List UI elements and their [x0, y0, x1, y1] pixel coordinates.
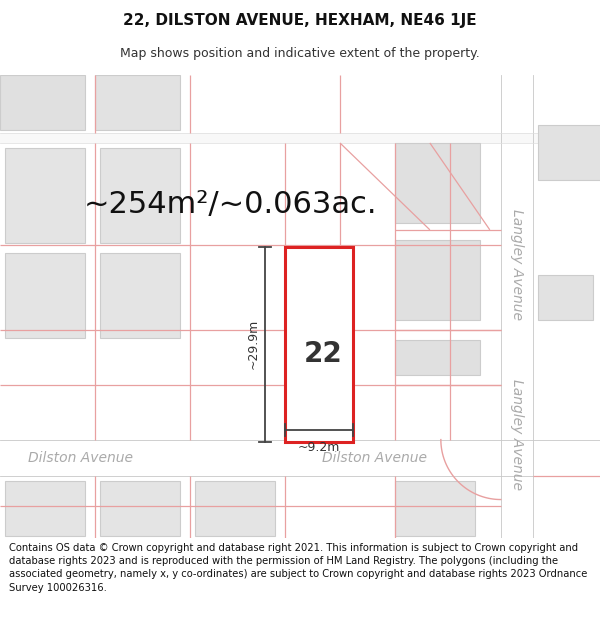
Bar	[1, 75, 85, 130]
Bar	[501, 75, 533, 538]
Bar	[100, 148, 180, 243]
Text: Langley Avenue: Langley Avenue	[510, 209, 524, 320]
Bar	[1, 133, 599, 143]
Text: Dilston Avenue: Dilston Avenue	[28, 451, 133, 464]
Text: 22: 22	[304, 340, 343, 368]
Bar	[395, 481, 475, 536]
Bar	[538, 275, 593, 320]
Bar	[395, 143, 480, 223]
Bar	[395, 240, 480, 320]
Text: Dilston Avenue: Dilston Avenue	[322, 451, 427, 464]
Bar	[395, 340, 480, 374]
Bar	[100, 253, 180, 338]
Bar	[95, 75, 180, 130]
Bar	[5, 148, 85, 243]
Text: 22, DILSTON AVENUE, HEXHAM, NE46 1JE: 22, DILSTON AVENUE, HEXHAM, NE46 1JE	[123, 14, 477, 29]
Bar	[538, 125, 600, 180]
Text: Contains OS data © Crown copyright and database right 2021. This information is : Contains OS data © Crown copyright and d…	[9, 543, 587, 592]
Text: Map shows position and indicative extent of the property.: Map shows position and indicative extent…	[120, 48, 480, 61]
Bar	[285, 247, 353, 442]
Text: Langley Avenue: Langley Avenue	[510, 379, 524, 490]
Bar	[195, 481, 275, 536]
Bar	[1, 439, 599, 476]
Text: ~9.2m: ~9.2m	[298, 441, 340, 454]
Text: ~29.9m: ~29.9m	[247, 319, 260, 369]
Bar	[5, 253, 85, 338]
Text: ~254m²/~0.063ac.: ~254m²/~0.063ac.	[83, 191, 377, 219]
Bar	[5, 481, 85, 536]
Bar	[100, 481, 180, 536]
